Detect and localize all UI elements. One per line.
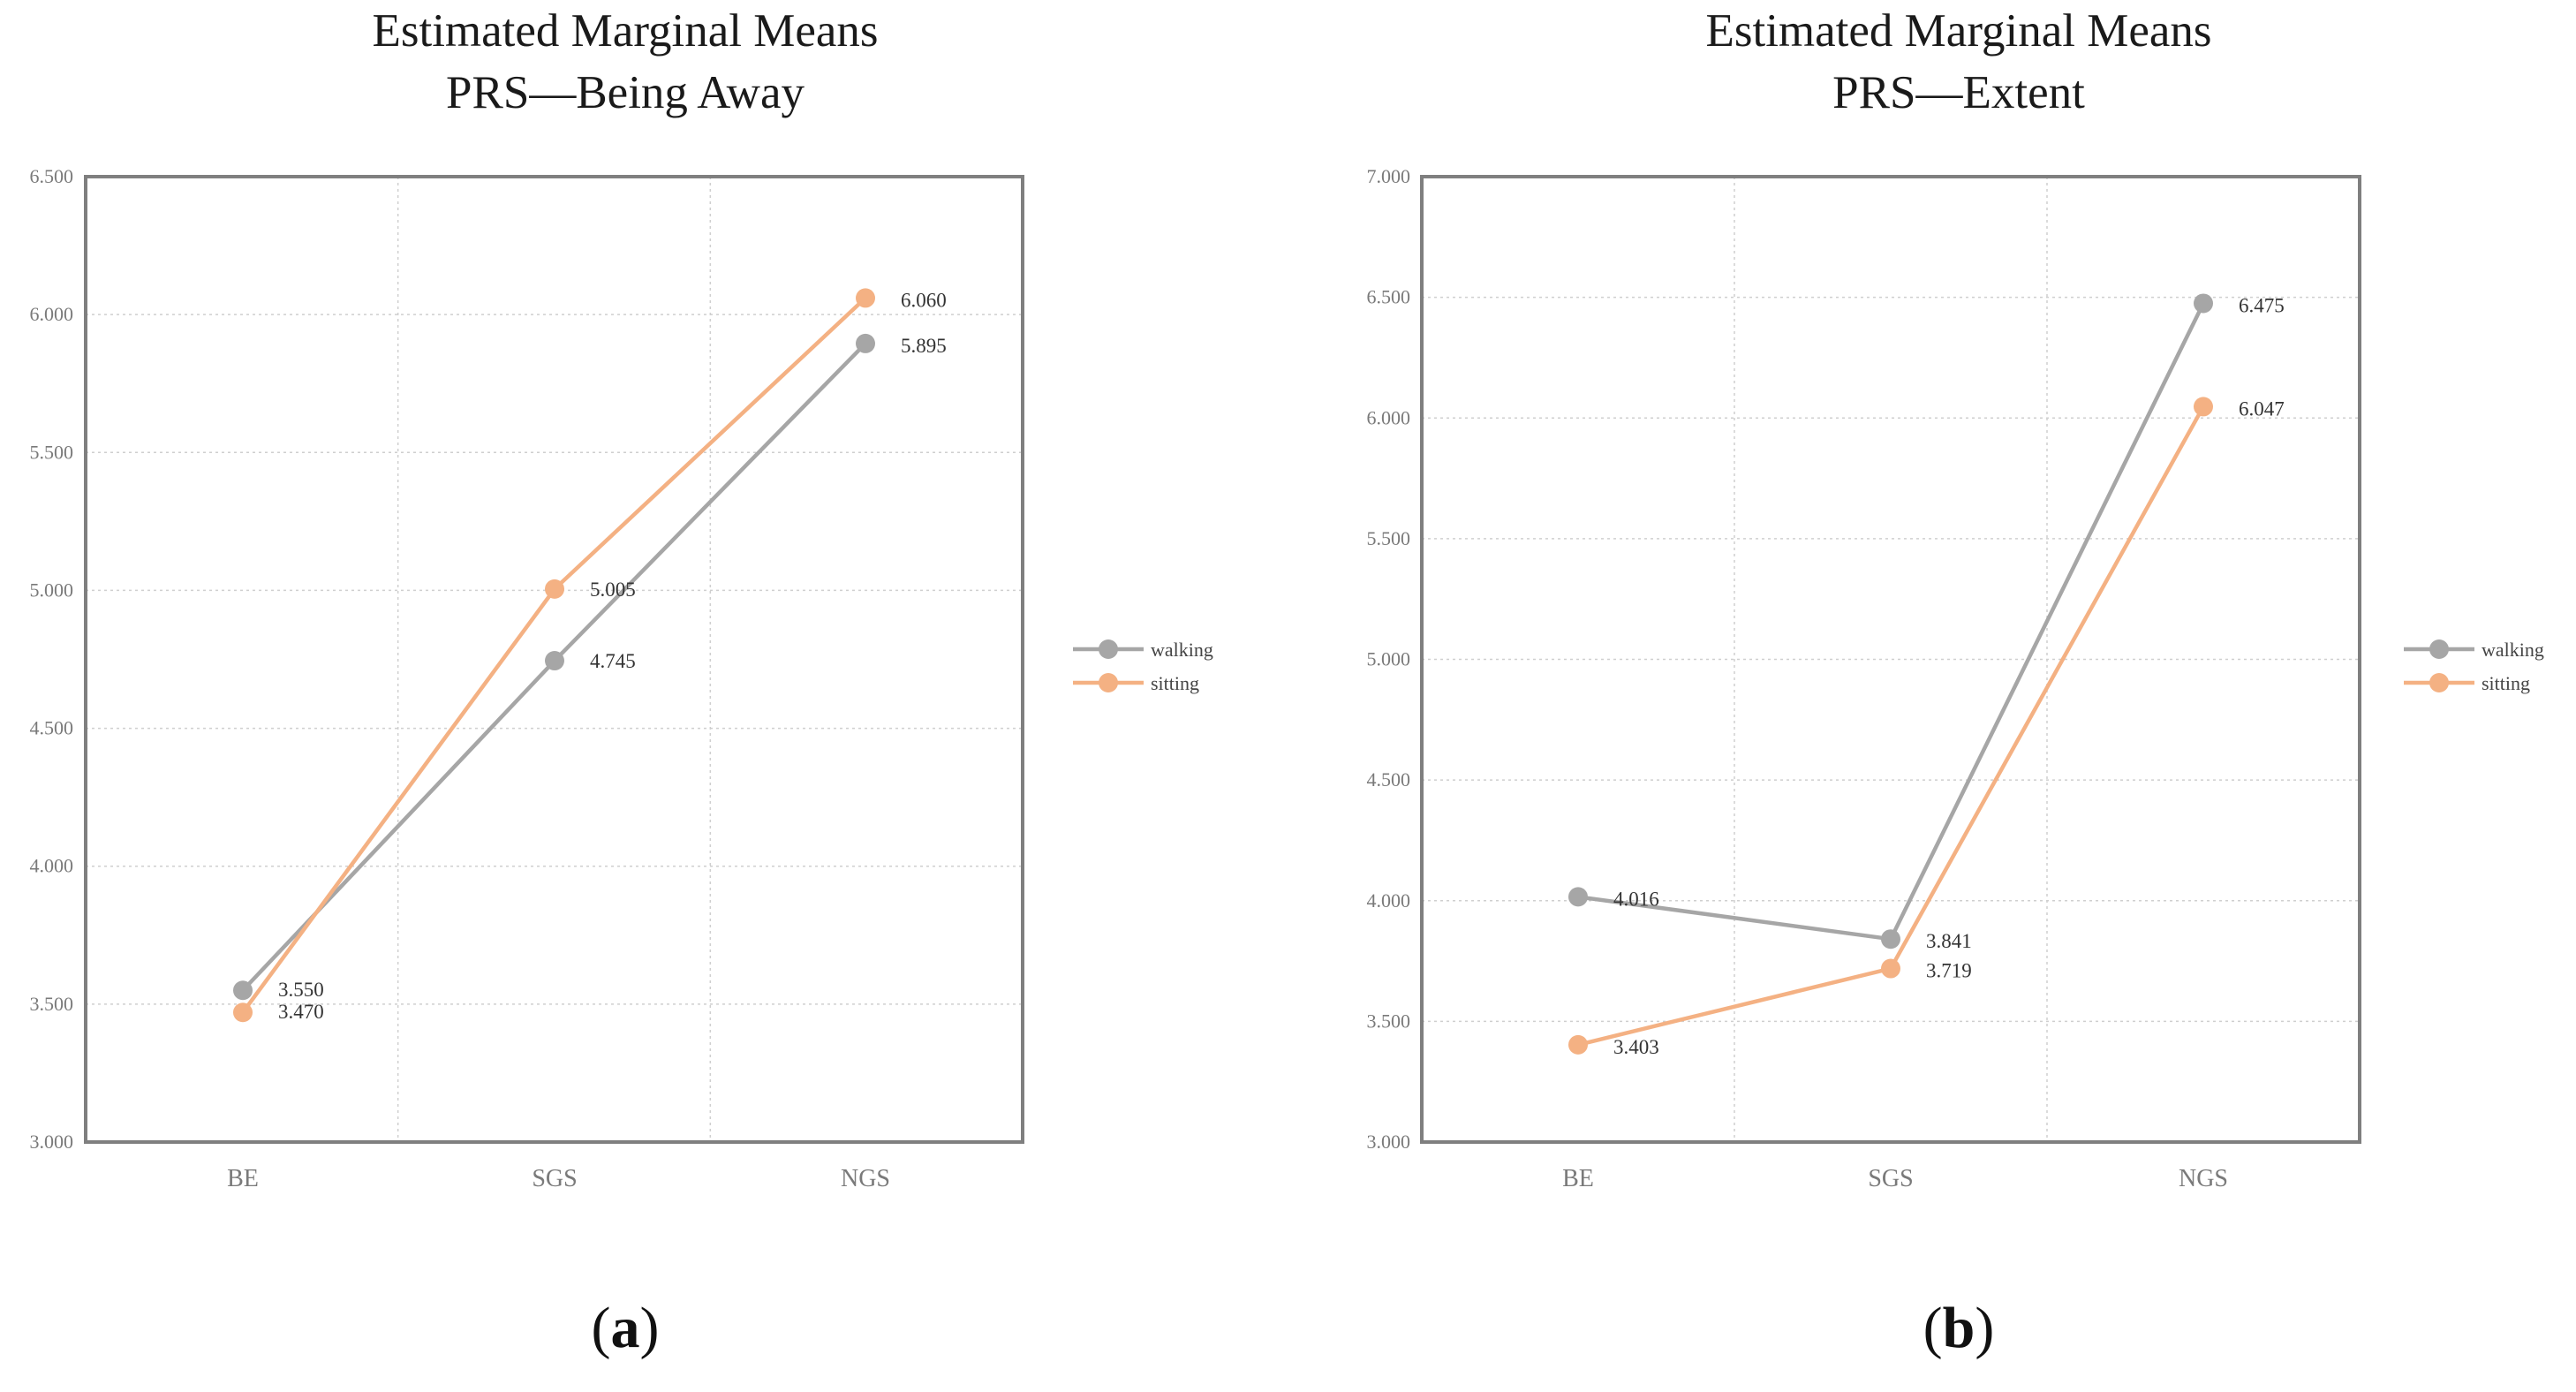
x-tick-label: SGS [532, 1165, 577, 1192]
legend-label-walking: walking [2482, 639, 2544, 661]
y-tick-label: 5.500 [1367, 527, 1411, 549]
y-tick-label: 5.000 [1367, 648, 1411, 670]
y-tick-label: 3.500 [1367, 1010, 1411, 1032]
y-tick-label: 4.500 [1367, 768, 1411, 791]
data-point-walking [545, 651, 564, 671]
data-point-walking [233, 980, 253, 1001]
chart-title: Estimated Marginal Means [372, 5, 878, 57]
panel-label: (a) [592, 1296, 660, 1360]
data-label-walking: 4.745 [590, 650, 636, 672]
data-point-walking [1881, 929, 1900, 949]
x-tick-label: NGS [2179, 1165, 2228, 1192]
x-tick-label: BE [1562, 1165, 1594, 1192]
x-tick-label: NGS [841, 1165, 890, 1192]
y-tick-label: 6.000 [1367, 406, 1411, 428]
y-tick-label: 7.000 [1367, 165, 1411, 187]
data-point-walking [1568, 887, 1588, 907]
data-label-walking: 6.475 [2239, 294, 2285, 316]
data-label-sitting: 6.060 [901, 289, 947, 311]
data-point-sitting [856, 288, 875, 308]
legend-marker-walking [2429, 639, 2449, 659]
data-label-walking: 3.841 [1926, 930, 1972, 952]
data-point-sitting [2194, 397, 2213, 417]
legend-marker-sitting [1099, 673, 1118, 692]
y-tick-label: 5.000 [30, 579, 74, 601]
y-tick-label: 3.000 [30, 1131, 74, 1153]
y-tick-label: 3.500 [30, 993, 74, 1015]
y-tick-label: 5.500 [30, 441, 74, 463]
data-label-sitting: 5.005 [590, 579, 636, 601]
x-tick-label: SGS [1868, 1165, 1913, 1192]
data-label-walking: 3.550 [278, 979, 324, 1001]
chart-panel-b: Estimated Marginal Means PRS—Extent 3.000 3… [1367, 5, 2544, 1360]
legend-label-walking: walking [1151, 639, 1213, 661]
legend-label-sitting: sitting [2482, 672, 2530, 694]
series-line-sitting [1577, 405, 2205, 1048]
panel-label: (b) [1923, 1296, 1995, 1360]
chart-panel-a: Estimated Marginal Means PRS—Being Away 3.… [30, 5, 1213, 1360]
chart-title: Estimated Marginal Means [1705, 5, 2211, 57]
plot-frame [1420, 175, 2361, 1144]
y-tick-label: 6.500 [1367, 286, 1411, 308]
data-point-walking [856, 333, 875, 353]
y-tick-label: 4.000 [1367, 889, 1411, 912]
data-point-sitting [233, 1002, 253, 1023]
chart-subtitle: PRS—Extent [1832, 67, 2085, 118]
y-tick-label: 4.500 [30, 717, 74, 739]
x-tick-label: BE [227, 1165, 259, 1192]
y-tick-label: 6.000 [30, 303, 74, 325]
y-tick-label: 6.500 [30, 165, 74, 187]
data-label-sitting: 3.719 [1926, 960, 1972, 982]
data-point-walking [2194, 293, 2213, 314]
legend-label-sitting: sitting [1151, 672, 1199, 694]
series-line-walking [1577, 302, 2206, 942]
data-point-sitting [545, 579, 564, 599]
data-label-sitting: 3.403 [1613, 1036, 1659, 1058]
plot-frame [84, 175, 1024, 1144]
y-tick-label: 4.000 [30, 855, 74, 877]
data-point-sitting [1881, 958, 1900, 979]
data-label-sitting: 3.470 [278, 1001, 324, 1023]
legend-marker-walking [1099, 639, 1118, 659]
y-tick-label: 3.000 [1367, 1131, 1411, 1153]
data-label-walking: 5.895 [901, 335, 947, 357]
data-label-sitting: 6.047 [2239, 397, 2285, 420]
chart-subtitle: PRS—Being Away [446, 67, 805, 118]
legend-marker-sitting [2429, 673, 2449, 692]
data-label-walking: 4.016 [1613, 888, 1659, 910]
data-point-sitting [1568, 1034, 1588, 1055]
